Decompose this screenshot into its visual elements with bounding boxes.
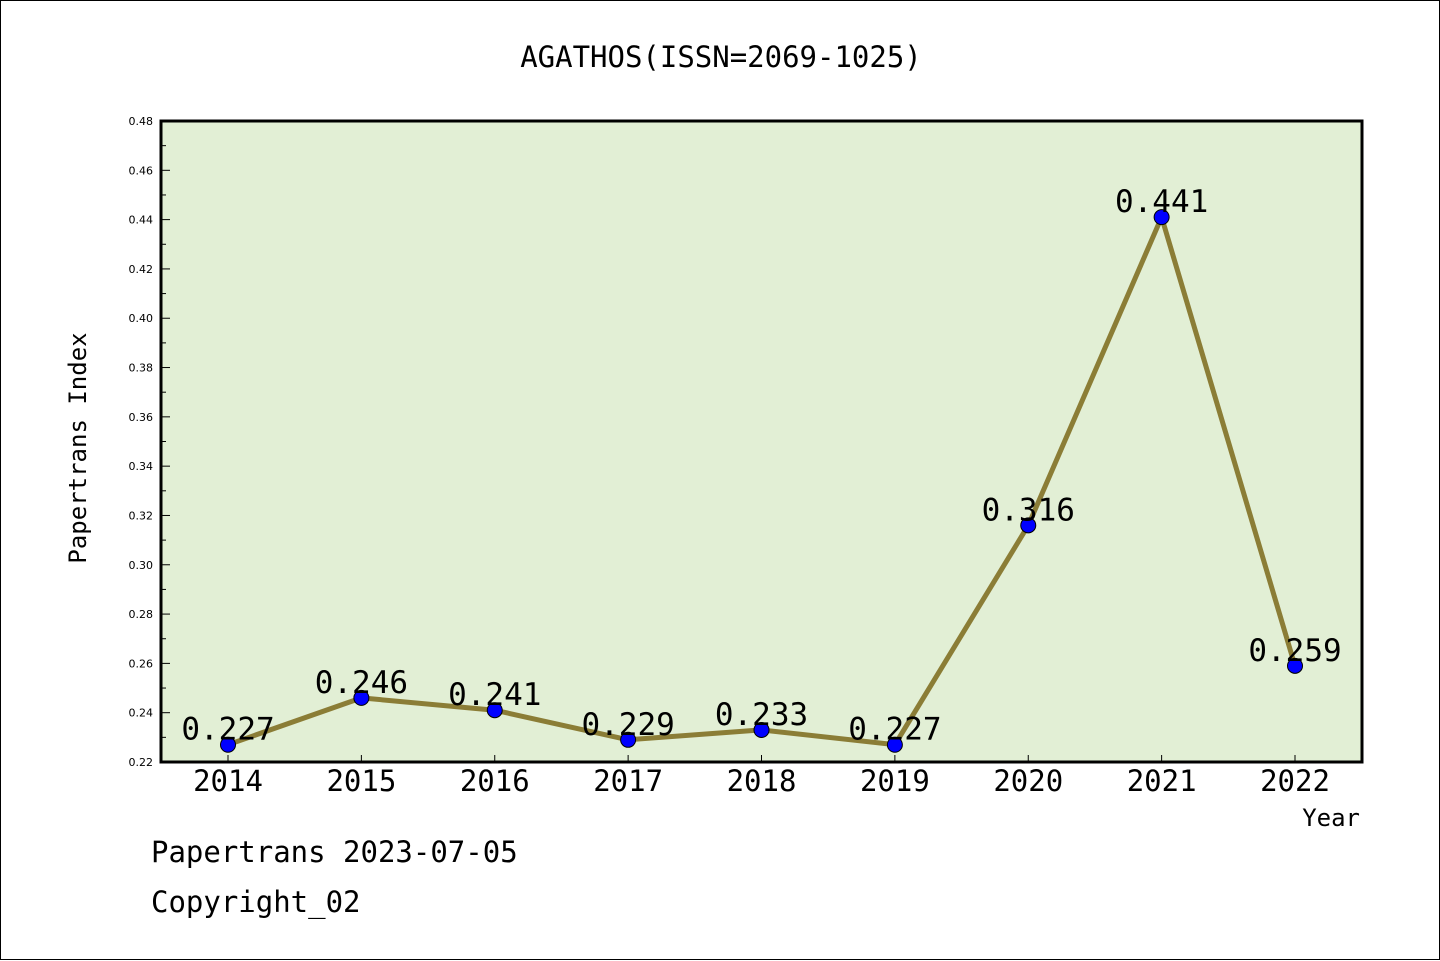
y-tick-label: 0.22: [129, 756, 154, 769]
data-labels: 0.227 0.246 0.241 0.229 0.233 0.227 0.316 0.441…: [181, 184, 1341, 748]
x-axis-label: Year: [1302, 804, 1360, 832]
data-point: [753, 721, 770, 738]
y-tick-label: 0.42: [129, 263, 154, 276]
data-point: [886, 736, 903, 753]
y-tick-label: 0.32: [129, 509, 154, 522]
data-point: [486, 702, 503, 719]
y-axis-ticks: [161, 120, 170, 763]
x-tick-label: 2014: [193, 764, 263, 798]
y-tick-label: 0.36: [129, 411, 154, 424]
data-point: [353, 689, 370, 706]
data-label: 0.227: [181, 712, 274, 748]
y-tick-label: 0.44: [129, 214, 154, 227]
x-tick-label: 2019: [860, 764, 930, 798]
x-tick-label: 2017: [593, 764, 663, 798]
y-tick-label: 0.24: [129, 707, 154, 720]
y-tick-label: 0.26: [129, 657, 154, 670]
x-axis-tick-labels: 2014 2015 2016 2017 2018 2019 2020 2021 2022: [193, 764, 1330, 798]
plot-area: [159, 119, 1364, 764]
data-label: 0.259: [1248, 633, 1341, 669]
y-tick-label: 0.48: [129, 115, 154, 128]
data-label: 0.241: [448, 677, 541, 713]
y-tick-label: 0.46: [129, 164, 154, 177]
y-tick-label: 0.40: [129, 312, 154, 325]
x-tick-label: 2021: [1127, 764, 1197, 798]
y-tick-label: 0.28: [129, 608, 154, 621]
x-tick-label: 2018: [727, 764, 797, 798]
data-label: 0.441: [1115, 184, 1208, 220]
data-point: [1153, 209, 1170, 226]
data-label: 0.233: [715, 697, 808, 733]
x-tick-label: 2016: [460, 764, 530, 798]
data-points: [220, 209, 1303, 753]
y-tick-label: 0.38: [129, 362, 154, 375]
data-label: 0.246: [315, 665, 408, 701]
data-label: 0.229: [581, 707, 674, 743]
data-point: [220, 736, 236, 753]
chart-title: AGATHOS(ISSN=2069-1025): [520, 40, 922, 74]
data-label: 0.227: [848, 712, 941, 748]
y-tick-label: 0.34: [129, 460, 154, 473]
source-date-text: Papertrans 2023-07-05: [151, 835, 518, 869]
data-point: [620, 731, 637, 748]
y-axis-tick-labels: 0.22 0.24 0.26 0.28 0.30 0.32 0.34 0.36 0.38 0.40…: [129, 115, 154, 769]
y-axis-label: Papertrans Index: [64, 332, 92, 563]
data-label: 0.316: [982, 492, 1075, 528]
data-point: [1020, 517, 1037, 534]
y-tick-label: 0.30: [129, 559, 154, 572]
data-point: [1287, 657, 1303, 674]
copyright-text: Copyright_02: [151, 885, 361, 919]
x-tick-label: 2020: [993, 764, 1063, 798]
x-tick-label: 2022: [1260, 764, 1330, 798]
x-tick-label: 2015: [326, 764, 396, 798]
x-axis-ticks: [227, 755, 1296, 762]
